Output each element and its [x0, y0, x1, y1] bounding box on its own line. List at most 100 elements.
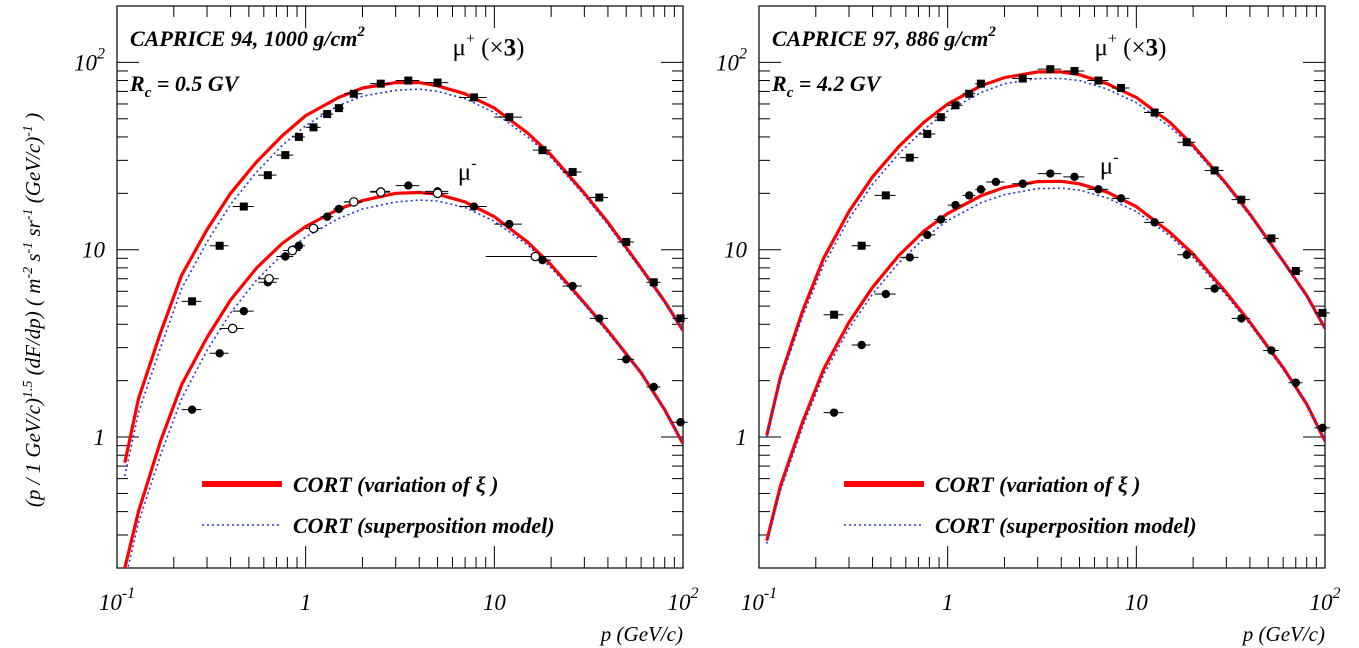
model-curves: [123, 81, 683, 568]
mu-minus-point: [538, 255, 547, 265]
mu-plus-point: [1018, 74, 1027, 83]
x-tick-label: 1: [300, 590, 312, 615]
mu-plus-point: [334, 104, 343, 113]
mu-minus-point: [829, 408, 839, 417]
cutoff-rigidity: Rc = 4.2 GV: [771, 71, 883, 101]
mu-minus-point: [215, 349, 224, 358]
model-curves: [765, 70, 1325, 544]
mu-minus-point: [1182, 250, 1191, 259]
mu-minus-point: [281, 252, 290, 261]
cort-variation-curve: [123, 190, 683, 568]
cort-superposition-curve: [124, 88, 683, 477]
species-annotation: μ+ (×3): [1094, 31, 1166, 62]
y-axis-label-part: -2: [21, 267, 36, 279]
mu-plus-point: [622, 237, 631, 246]
mu-plus-point: [404, 76, 413, 85]
mu-minus-point: [1150, 218, 1159, 227]
mu-plus-point: [976, 79, 985, 88]
y-axis-label-part: (GeV/c): [21, 137, 45, 209]
mu-minus-point: [676, 418, 685, 427]
cort-superposition-curve: [127, 199, 683, 568]
mu-minus-point: [964, 191, 974, 200]
mu-minus-point: [404, 181, 413, 190]
mu-plus-point: [469, 93, 478, 102]
mu-plus-point: [1267, 234, 1276, 243]
series-square: [181, 76, 688, 323]
mu-minus-point: [622, 355, 631, 364]
mu-plus-point: [568, 167, 577, 176]
mu-minus-point: [936, 215, 946, 224]
mu-plus-point: [676, 314, 685, 323]
chart-panel-caprice-97: 10-1 1 10 102 1 10 102 p (GeV/c) CAPRICE 97, 886…: [716, 5, 1341, 646]
y-tick-label: 1: [736, 425, 748, 450]
chart-panel-caprice-94: 10-1 1 10 102 1 10 102 p (GeV/c) CAPRICE 94, 100…: [74, 5, 699, 646]
y-axis-label-exponent: 1.5: [21, 381, 36, 399]
legend: CORT (variation of ξ ) CORT (superpositio…: [844, 472, 1197, 538]
series-open-circle: [219, 187, 597, 334]
mu-minus-point: [976, 185, 986, 194]
mu-minus-point: [469, 202, 479, 211]
x-tick-label: 102: [1310, 585, 1341, 615]
mu-minus-open-point: [264, 273, 274, 284]
mu-minus-point: [294, 241, 304, 250]
mu-plus-point: [263, 171, 272, 180]
mu-minus-point: [857, 340, 866, 350]
mu-minus-point: [905, 253, 915, 262]
cort-superposition-curve: [766, 77, 1325, 438]
mu-minus-point: [951, 200, 960, 210]
mu-plus-point: [1070, 66, 1079, 75]
y-axis-label-part: s: [21, 253, 45, 266]
mu-plus-point: [936, 113, 945, 122]
mu-minus-point: [1046, 169, 1055, 178]
panel-title: CAPRICE 94, 1000 g/cm2: [130, 24, 365, 51]
mu-minus-point: [1237, 314, 1246, 323]
mu-minus-point: [322, 212, 332, 221]
mu-plus-point: [1237, 195, 1246, 204]
mu-plus-point: [188, 297, 197, 306]
y-tick-label: 1: [94, 425, 106, 450]
mu-plus-point: [1182, 138, 1191, 147]
mu-minus-point: [1318, 423, 1327, 433]
mu-plus-point: [857, 241, 866, 250]
mu-plus-point: [951, 101, 960, 110]
mu-plus-point: [349, 89, 358, 98]
mu-plus-point: [1117, 83, 1126, 92]
panel-title: CAPRICE 97, 886 g/cm2: [772, 24, 996, 51]
cort-variation-curve: [765, 179, 1325, 541]
mu-minus-open-point: [375, 187, 386, 197]
species-annotation: μ-: [1100, 149, 1119, 180]
legend-label: CORT (superposition model): [935, 513, 1197, 538]
mu-plus-point: [505, 113, 514, 122]
mu-minus-point: [1267, 346, 1276, 355]
legend-label: CORT (variation of ξ ): [935, 472, 1140, 497]
mu-plus-point: [881, 191, 890, 200]
mu-plus-point: [965, 89, 974, 98]
mu-plus-point: [215, 241, 224, 250]
legend-label: CORT (variation of ξ ): [293, 472, 498, 497]
series-circle: [181, 181, 688, 427]
mu-minus-point: [1210, 284, 1219, 293]
y-axis-label-part: sr: [21, 219, 45, 241]
mu-minus-open-point: [308, 223, 319, 234]
x-tick-label: 10-1: [741, 585, 777, 615]
mu-minus-open-point: [432, 188, 443, 199]
mu-minus-point: [881, 289, 891, 299]
mu-minus-point: [239, 306, 249, 316]
mu-plus-point: [1150, 108, 1159, 117]
species-annotation: μ+ (×3): [452, 31, 524, 62]
series-circle: [823, 169, 1330, 433]
mu-plus-point: [1210, 166, 1219, 175]
cort-variation-curve: [123, 81, 683, 464]
mu-minus-open-point: [227, 323, 238, 334]
x-tick-label: 10: [1125, 590, 1149, 615]
y-axis-label-part: -1: [21, 242, 36, 254]
legend: CORT (variation of ξ ) CORT (superpositio…: [202, 472, 555, 538]
mu-minus-open-point: [530, 251, 541, 262]
y-tick-label: 10: [82, 238, 106, 263]
mu-plus-point: [830, 310, 839, 319]
mu-minus-point: [505, 219, 514, 229]
mu-plus-point: [595, 193, 604, 202]
x-axis-label: p (GeV/c): [599, 622, 683, 646]
x-tick-label: 1: [942, 590, 954, 615]
